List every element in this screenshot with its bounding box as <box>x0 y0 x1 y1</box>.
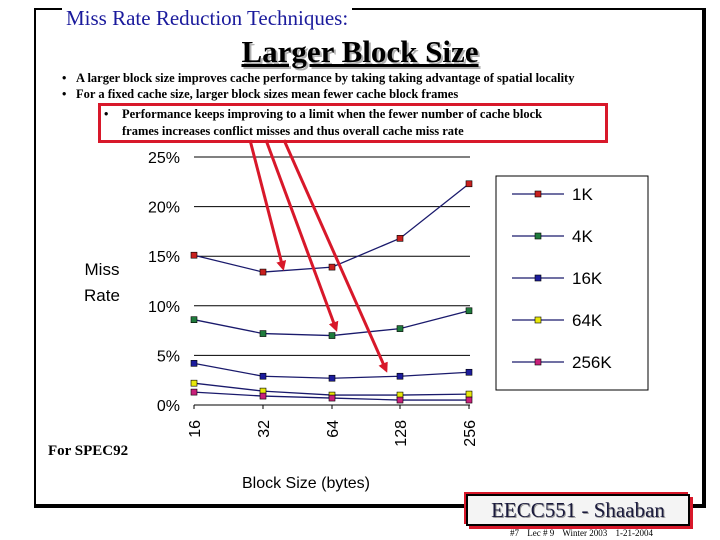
bullet-1: • A larger block size improves cache perf… <box>62 71 574 86</box>
term: Winter 2003 <box>562 528 608 538</box>
slide-number: #7 <box>510 528 519 538</box>
chart-legend: 1K 4K 16K 64K 256K <box>495 175 649 391</box>
annotation-arrow-1 <box>248 139 287 271</box>
bullet-2: • For a fixed cache size, larger block si… <box>62 87 458 102</box>
data-point <box>259 372 267 380</box>
chart-gridlines <box>194 156 470 356</box>
legend-entry: 4K <box>572 227 593 246</box>
y-tick-label: 10% <box>148 299 180 316</box>
bullet-1-text: A larger block size improves cache perfo… <box>76 71 575 85</box>
sub-bullet-line-1: • Performance keeps improving to a limit … <box>104 107 542 122</box>
data-point <box>328 263 336 271</box>
data-point <box>259 330 267 337</box>
slide-title: Larger Block Size <box>241 34 479 69</box>
data-point <box>465 396 473 404</box>
data-point <box>396 372 404 380</box>
y-tick-label: 0% <box>157 398 180 415</box>
data-point <box>465 307 473 315</box>
data-point <box>465 390 473 398</box>
sub-bullet-line-2: frames increases conflict misses and thu… <box>122 124 464 138</box>
chart-series <box>190 180 473 404</box>
data-point <box>396 235 404 242</box>
y-axis-label: Rate <box>84 286 120 305</box>
highlight-box <box>98 103 608 143</box>
data-point <box>190 379 198 387</box>
data-point <box>190 251 198 259</box>
legend-swatch-marker <box>534 232 542 240</box>
bullet-dot-icon: • <box>62 71 67 85</box>
data-point <box>396 325 404 332</box>
data-point <box>190 316 198 323</box>
bullet-dot-icon: • <box>62 87 67 101</box>
legend-swatch-marker <box>534 358 542 366</box>
annotation-arrow-3 <box>282 139 388 373</box>
annotation-arrows <box>248 139 388 373</box>
data-point <box>465 180 473 188</box>
x-tick-label: 32 <box>256 420 273 438</box>
legend-swatch-marker <box>534 190 542 198</box>
x-tick-label: 256 <box>462 420 479 447</box>
data-point <box>259 268 267 276</box>
footer-meta: #7 Lec # 9 Winter 2003 1-21-2004 <box>510 528 710 538</box>
x-tick-label: 16 <box>187 420 204 438</box>
data-point <box>328 394 336 402</box>
data-point <box>328 374 336 382</box>
y-tick-label: 15% <box>148 249 180 266</box>
benchmark-label: For SPEC92 <box>48 443 129 459</box>
legend-entry: 64K <box>572 311 603 330</box>
series-line-1K <box>193 183 470 273</box>
legend-entry: 1K <box>572 185 593 204</box>
x-axis-label: Block Size (bytes) <box>242 475 370 492</box>
y-tick-label: 20% <box>148 200 180 217</box>
data-point <box>328 332 336 339</box>
bullet-2-text: For a fixed cache size, larger block siz… <box>76 87 459 101</box>
sub-bullet-text-1: Performance keeps improving to a limit w… <box>122 107 543 121</box>
footer-course-title: EECC551 - Shaaban <box>466 494 690 526</box>
data-point <box>190 360 198 367</box>
bullet-dot-icon: • <box>104 107 109 121</box>
annotation-arrow-2 <box>264 139 339 332</box>
y-tick-label: 25% <box>148 150 180 167</box>
x-tick-label: 128 <box>393 420 410 447</box>
slide-frame <box>34 8 706 508</box>
data-point <box>396 396 404 404</box>
legend-box <box>495 175 649 391</box>
legend-swatch-marker <box>534 316 542 324</box>
section-title: Miss Rate Reduction Techniques: <box>62 6 353 31</box>
legend-swatch-marker <box>534 274 542 282</box>
x-tick-label: 64 <box>325 420 342 438</box>
data-point <box>259 392 267 400</box>
y-tick-label: 5% <box>157 348 180 365</box>
y-axis-label: Miss <box>85 260 120 279</box>
data-point <box>190 388 198 396</box>
legend-entry: 256K <box>572 353 612 372</box>
lecture-number: Lec # 9 <box>527 528 555 538</box>
date: 1-21-2004 <box>615 528 653 538</box>
data-point <box>465 368 473 376</box>
chart-axes: 0% 5% 10% 15% 20% 25% 16 32 64 128 256 Block Size (… <box>84 150 479 492</box>
legend-entry: 16K <box>572 269 603 288</box>
